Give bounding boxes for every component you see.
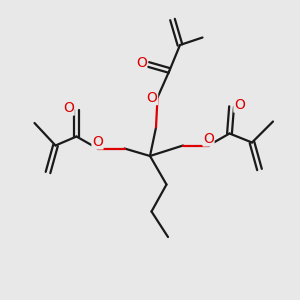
Text: O: O [203,132,214,146]
Text: O: O [92,135,103,149]
Text: O: O [234,98,245,112]
Text: O: O [63,101,74,115]
Text: O: O [147,91,158,104]
Text: O: O [136,56,147,70]
